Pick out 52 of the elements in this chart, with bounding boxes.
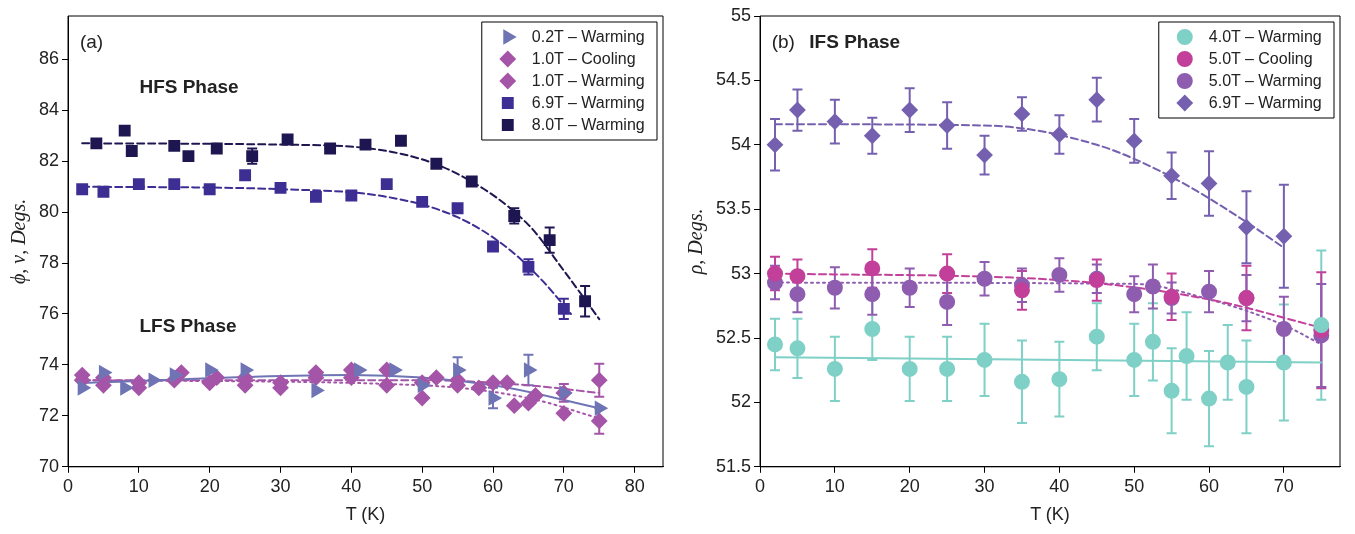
y-tick-label: 52 bbox=[731, 391, 752, 412]
y-tick-label: 52.5 bbox=[715, 326, 752, 347]
x-tick-label: 50 bbox=[412, 475, 433, 496]
y-tick-label: 55 bbox=[731, 4, 752, 25]
annotation: (a) bbox=[79, 31, 104, 53]
legend-label: 4.0T – Warming bbox=[1208, 28, 1322, 46]
y-axis-title: ρ, Degs. bbox=[684, 208, 708, 276]
y-tick-label: 78 bbox=[38, 252, 60, 273]
x-tick-label: 60 bbox=[482, 475, 504, 496]
legend-label: 1.0T – Cooling bbox=[531, 50, 636, 68]
x-tick-label: 30 bbox=[270, 475, 291, 496]
y-tick-label: 84 bbox=[38, 99, 60, 120]
x-tick-label: 70 bbox=[1273, 475, 1294, 496]
x-tick-label: 20 bbox=[199, 475, 220, 496]
x-tick-label: 10 bbox=[128, 475, 149, 496]
legend-label: 6.9T – Warming bbox=[531, 94, 645, 112]
legend-label: 6.9T – Warming bbox=[1208, 94, 1322, 112]
legend-label: 1.0T – Warming bbox=[531, 72, 645, 90]
annotation: IFS Phase bbox=[809, 31, 901, 53]
y-tick-label: 80 bbox=[38, 201, 60, 222]
annotation: (b) bbox=[771, 31, 795, 53]
x-tick-label: 0 bbox=[63, 475, 74, 496]
y-tick-label: 72 bbox=[38, 404, 60, 425]
x-tick-label: 60 bbox=[1199, 475, 1220, 496]
y-axis-title: ϕ, ν, Degs. bbox=[7, 198, 31, 285]
legend-label: 5.0T – Cooling bbox=[1208, 50, 1313, 68]
y-tick-label: 82 bbox=[38, 150, 60, 171]
legend-label: 8.0T – Warming bbox=[531, 116, 645, 134]
legend-label: 5.0T – Warming bbox=[1208, 72, 1322, 90]
x-axis-title: T (K) bbox=[1030, 504, 1070, 525]
y-tick-label: 54.5 bbox=[715, 69, 752, 90]
legend-label: 0.2T – Warming bbox=[531, 28, 645, 46]
y-tick-label: 86 bbox=[38, 48, 60, 69]
y-tick-label: 74 bbox=[38, 353, 60, 374]
annotation: HFS Phase bbox=[139, 76, 239, 98]
x-tick-label: 40 bbox=[1049, 475, 1070, 496]
x-tick-label: 20 bbox=[899, 475, 920, 496]
y-tick-label: 51.5 bbox=[715, 455, 752, 476]
y-tick-label: 53 bbox=[731, 262, 752, 283]
x-tick-label: 30 bbox=[974, 475, 995, 496]
annotation: LFS Phase bbox=[139, 315, 237, 337]
y-tick-label: 54 bbox=[731, 133, 752, 154]
y-tick-label: 76 bbox=[38, 302, 60, 323]
x-tick-label: 80 bbox=[624, 475, 645, 496]
x-tick-label: 50 bbox=[1124, 475, 1145, 496]
x-tick-label: 10 bbox=[824, 475, 845, 496]
y-tick-label: 53.5 bbox=[715, 198, 752, 219]
y-tick-label: 70 bbox=[38, 455, 60, 476]
x-tick-label: 40 bbox=[341, 475, 362, 496]
x-axis-title: T (K) bbox=[345, 504, 386, 525]
x-tick-label: 70 bbox=[553, 475, 574, 496]
x-tick-label: 0 bbox=[755, 475, 766, 496]
